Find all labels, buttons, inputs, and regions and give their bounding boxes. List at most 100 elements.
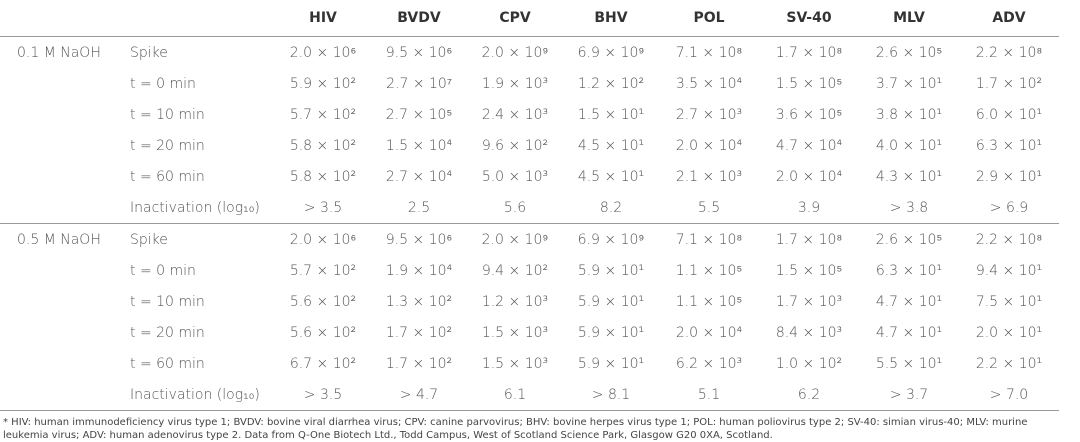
cell: 1.7 × 10³	[775, 293, 843, 310]
cell: 3.7 × 10¹	[875, 75, 943, 92]
cell: 2.0 × 10⁴	[675, 137, 743, 154]
cell: 6.9 × 10⁹	[577, 45, 645, 61]
cell: 2.0 × 10⁹	[481, 232, 549, 248]
cell: 5.5	[659, 192, 759, 224]
cell: 3.6 × 10⁵	[775, 107, 843, 123]
cell: 6.3 × 10¹	[975, 137, 1043, 154]
cell: 1.5 × 10⁵	[775, 263, 843, 279]
cell: 5.9 × 10¹	[577, 324, 645, 341]
row-label: t = 20 min	[130, 324, 205, 341]
cell: 5.9 × 10²	[289, 75, 357, 92]
cell: 1.7 × 10⁸	[775, 232, 843, 248]
table-row: Inactivation (log₁₀) > 3.5 2.5 5.6 8.2 5.5 3.9…	[0, 192, 1059, 224]
row-label: t = 10 min	[130, 106, 205, 123]
cell: 5.8 × 10²	[289, 168, 357, 185]
cell: 5.9 × 10¹	[577, 355, 645, 372]
cell: > 3.7	[859, 379, 959, 411]
cell: 5.8 × 10²	[289, 137, 357, 154]
cell: 5.7 × 10²	[289, 262, 357, 279]
column-header: ADV	[959, 0, 1059, 37]
row-label: t = 0 min	[130, 75, 196, 92]
table-row: t = 60 min 6.7 × 10² 1.7 × 10² 1.5 × 10³ 5.9…	[0, 348, 1059, 379]
cell: 9.6 × 10²	[481, 137, 549, 154]
row-label: t = 60 min	[130, 168, 205, 185]
blank	[0, 317, 130, 348]
column-header: CPV	[467, 0, 563, 37]
cell: 4.5 × 10¹	[577, 137, 645, 154]
cell: 2.7 × 10⁵	[385, 107, 453, 123]
cell: 6.3 × 10¹	[875, 262, 943, 279]
cell: 5.0 × 10³	[481, 168, 549, 185]
cell: 1.5 × 10³	[481, 355, 549, 372]
cell: 4.5 × 10¹	[577, 168, 645, 185]
cell: 4.7 × 10¹	[875, 293, 943, 310]
table-row: t = 0 min 5.7 × 10² 1.9 × 10⁴ 9.4 × 10² 5.9 …	[0, 255, 1059, 286]
cell: 4.0 × 10¹	[875, 137, 943, 154]
cell: 9.4 × 10²	[481, 262, 549, 279]
footnote: * HIV: human immunodeficiency virus type…	[3, 417, 1028, 441]
cell: 1.5 × 10⁴	[385, 137, 453, 154]
cell: 6.0 × 10¹	[975, 106, 1043, 123]
cell: 3.9	[759, 192, 859, 224]
table-row: t = 60 min 5.8 × 10² 2.7 × 10⁴ 5.0 × 10³ 4.5…	[0, 161, 1059, 192]
cell: 9.5 × 10⁶	[385, 45, 453, 61]
cell: 2.0 × 10⁹	[481, 45, 549, 61]
cell: 2.0 × 10⁴	[675, 324, 743, 341]
cell: 1.2 × 10²	[577, 75, 645, 92]
cell: 5.9 × 10¹	[577, 293, 645, 310]
cell: 9.5 × 10⁶	[385, 232, 453, 248]
blank	[0, 130, 130, 161]
blank	[130, 0, 275, 37]
row-label: Spike	[130, 44, 168, 61]
cell: 4.7 × 10⁴	[775, 137, 843, 154]
blank	[0, 68, 130, 99]
column-header: POL	[659, 0, 759, 37]
row-label: t = 20 min	[130, 137, 205, 154]
cell: 2.7 × 10⁴	[385, 168, 453, 185]
cell: 1.0 × 10²	[775, 355, 843, 372]
cell: 2.6 × 10⁵	[875, 232, 943, 248]
column-header: BVDV	[371, 0, 467, 37]
table-row: Inactivation (log₁₀) > 3.5 > 4.7 6.1 > 8.1 5.…	[0, 379, 1059, 411]
cell: 5.7 × 10²	[289, 106, 357, 123]
cell: 2.9 × 10¹	[975, 168, 1043, 185]
cell: 2.2 × 10⁸	[975, 232, 1043, 248]
header-row: HIV BVDV CPV BHV POL SV-40 MLV ADV	[0, 0, 1059, 37]
cell: 2.0 × 10⁴	[775, 168, 843, 185]
cell: 2.0 × 10⁶	[289, 45, 357, 61]
cell: 1.7 × 10⁸	[775, 45, 843, 61]
cell: 2.7 × 10³	[675, 106, 743, 123]
blank	[0, 286, 130, 317]
cell: 2.0 × 10⁶	[289, 232, 357, 248]
cell: 6.2 × 10³	[675, 355, 743, 372]
cell: 1.1 × 10⁵	[675, 263, 743, 279]
column-header: MLV	[859, 0, 959, 37]
cell: 1.9 × 10⁴	[385, 262, 453, 279]
data-table: HIV BVDV CPV BHV POL SV-40 MLV ADV 0.1 M NaOH Sp…	[0, 0, 1059, 411]
blank	[0, 255, 130, 286]
cell: 8.2	[563, 192, 659, 224]
row-label: Inactivation (log₁₀)	[130, 192, 275, 224]
row-label: Spike	[130, 231, 168, 248]
blank	[0, 348, 130, 379]
cell: 1.3 × 10²	[385, 293, 453, 310]
cell: 3.5 × 10⁴	[675, 75, 743, 92]
column-header: SV-40	[759, 0, 859, 37]
cell: 2.1 × 10³	[675, 168, 743, 185]
cell: 6.9 × 10⁹	[577, 232, 645, 248]
cell: 2.6 × 10⁵	[875, 45, 943, 61]
cell: > 3.5	[275, 192, 371, 224]
cell: 1.5 × 10⁵	[775, 76, 843, 92]
cell: 1.5 × 10¹	[577, 106, 645, 123]
cell: 2.2 × 10⁸	[975, 45, 1043, 61]
group-label: 0.1 M NaOH	[17, 44, 101, 61]
blank	[0, 379, 130, 411]
row-label: t = 60 min	[130, 355, 205, 372]
cell: 2.5	[371, 192, 467, 224]
table-row: t = 0 min 5.9 × 10² 2.7 × 10⁷ 1.9 × 10³ 1.2 …	[0, 68, 1059, 99]
cell: 5.6	[467, 192, 563, 224]
cell: 2.0 × 10¹	[975, 324, 1043, 341]
cell: 7.1 × 10⁸	[675, 45, 743, 61]
table-row: t = 10 min 5.7 × 10² 2.7 × 10⁵ 2.4 × 10³ 1.5…	[0, 99, 1059, 130]
blank	[0, 192, 130, 224]
